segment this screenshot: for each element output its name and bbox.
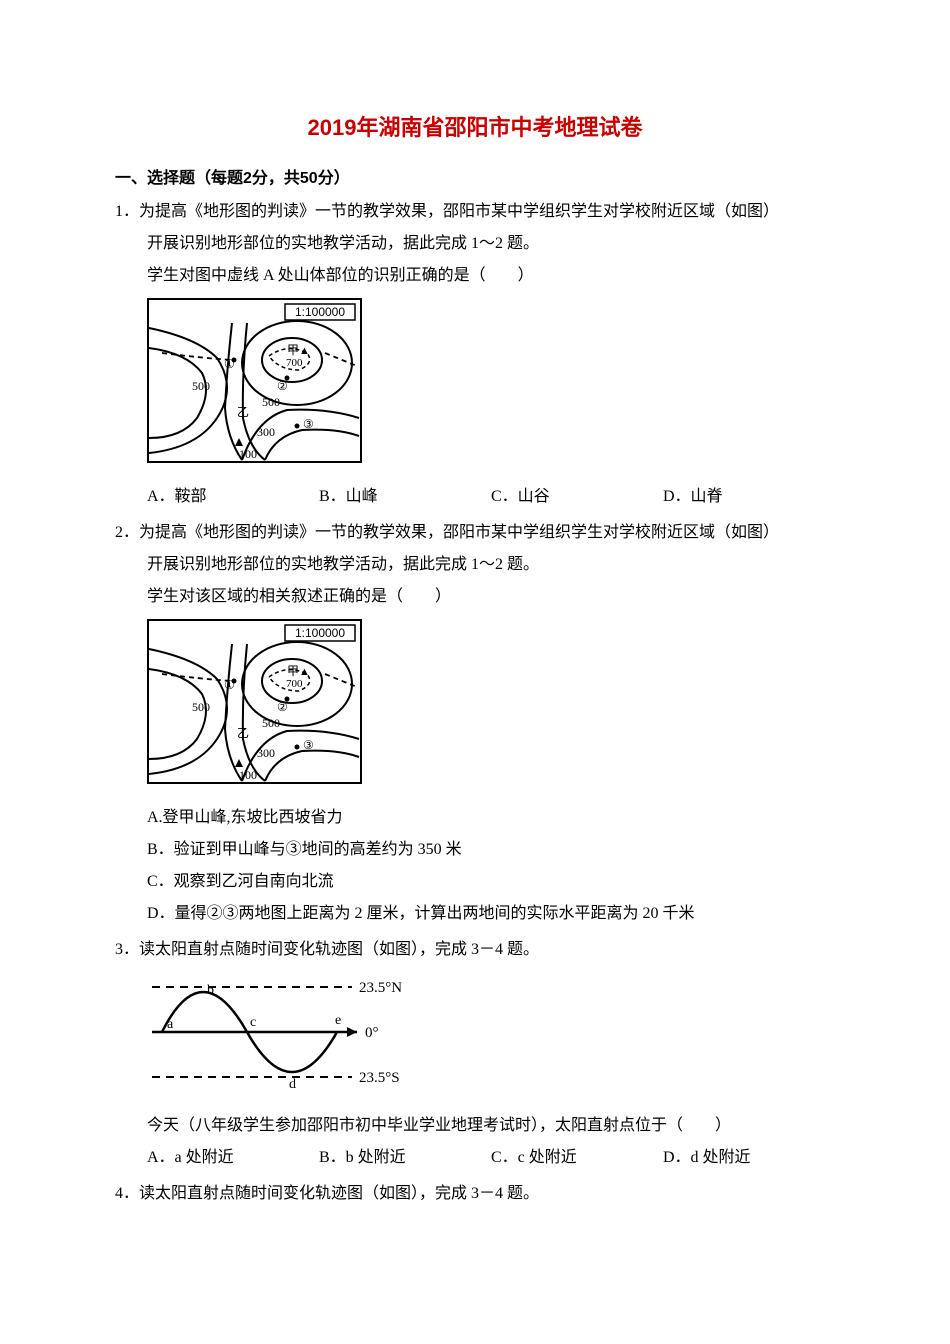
solar-diagram-svg: a b c d e 23.5°N 0° 23.5°S bbox=[147, 972, 437, 1092]
q2-opt-a: A.登甲山峰,东坡比西坡省力 bbox=[147, 802, 835, 834]
svg-text:③: ③ bbox=[303, 417, 314, 431]
exam-title: 2019年湖南省邵阳市中考地理试卷 bbox=[115, 110, 835, 142]
contour-map-figure-1: 1:100000 500 500 300 bbox=[147, 298, 835, 475]
svg-text:1:100000: 1:100000 bbox=[295, 626, 345, 640]
svg-text:700: 700 bbox=[286, 678, 303, 690]
question-2: 2．为提高《地形图的判读》一节的教学效果，邵阳市某中学组织学生对学校附近区域（如… bbox=[115, 517, 835, 930]
contour-map-svg-2: 1:100000 500 500 300 100 700 甲 ▲ bbox=[147, 619, 362, 784]
q1-line1: 1．为提高《地形图的判读》一节的教学效果，邵阳市某中学组织学生对学校附近区域（如… bbox=[115, 196, 835, 228]
q3-opt-d: D．d 处附近 bbox=[663, 1142, 835, 1174]
scale-label: 1:100000 bbox=[295, 305, 345, 319]
svg-text:①: ① bbox=[224, 357, 235, 371]
contour-map-svg: 1:100000 500 500 300 bbox=[147, 298, 362, 463]
svg-text:②: ② bbox=[277, 379, 288, 393]
q1-line2: 开展识别地形部位的实地教学活动，据此完成 1～2 题。 bbox=[115, 228, 835, 260]
q1-opt-d: D．山脊 bbox=[663, 481, 835, 513]
q2-line1: 2．为提高《地形图的判读》一节的教学效果，邵阳市某中学组织学生对学校附近区域（如… bbox=[115, 517, 835, 549]
svg-text:甲: 甲 bbox=[287, 664, 299, 678]
section-header: 一、选择题（每题2分，共50分） bbox=[115, 164, 835, 188]
svg-text:500: 500 bbox=[262, 716, 280, 730]
solar-diagram-figure: a b c d e 23.5°N 0° 23.5°S bbox=[147, 972, 835, 1104]
lat-mid: 0° bbox=[365, 1025, 379, 1041]
q3-opt-b: B．b 处附近 bbox=[319, 1142, 491, 1174]
svg-text:▲: ▲ bbox=[299, 666, 310, 678]
q1-options: A．鞍部 B．山峰 C．山谷 D．山脊 bbox=[115, 481, 835, 513]
svg-text:e: e bbox=[335, 1013, 341, 1028]
svg-text:100: 100 bbox=[239, 447, 257, 461]
svg-text:500: 500 bbox=[262, 395, 280, 409]
svg-text:①: ① bbox=[224, 678, 235, 692]
svg-text:③: ③ bbox=[303, 738, 314, 752]
q3-line2: 今天（八年级学生参加邵阳市初中毕业学业地理考试时），太阳直射点位于（ ） bbox=[115, 1110, 835, 1142]
q2-options: A.登甲山峰,东坡比西坡省力 B．验证到甲山峰与③地间的高差约为 350 米 C… bbox=[115, 802, 835, 930]
question-3: 3．读太阳直射点随时间变化轨迹图（如图），完成 3－4 题。 a b c d e… bbox=[115, 934, 835, 1174]
svg-text:100: 100 bbox=[239, 768, 257, 782]
q2-opt-c: C．观察到乙河自南向北流 bbox=[147, 866, 835, 898]
q1-opt-c: C．山谷 bbox=[491, 481, 663, 513]
svg-text:乙: 乙 bbox=[237, 405, 249, 419]
q3-line1: 3．读太阳直射点随时间变化轨迹图（如图），完成 3－4 题。 bbox=[115, 934, 835, 966]
q3-options: A．a 处附近 B．b 处附近 C．c 处附近 D．d 处附近 bbox=[115, 1142, 835, 1174]
q1-opt-b: B．山峰 bbox=[319, 481, 491, 513]
question-1: 1．为提高《地形图的判读》一节的教学效果，邵阳市某中学组织学生对学校附近区域（如… bbox=[115, 196, 835, 513]
q2-opt-d: D．量得②③两地图上距离为 2 厘米，计算出两地间的实际水平距离为 20 千米 bbox=[147, 898, 835, 930]
svg-text:a: a bbox=[167, 1017, 174, 1032]
q3-opt-a: A．a 处附近 bbox=[147, 1142, 319, 1174]
q2-line2: 开展识别地形部位的实地教学活动，据此完成 1～2 题。 bbox=[115, 549, 835, 581]
lat-top: 23.5°N bbox=[359, 980, 402, 996]
svg-text:300: 300 bbox=[257, 425, 275, 439]
svg-text:▲: ▲ bbox=[299, 345, 310, 357]
q1-opt-a: A．鞍部 bbox=[147, 481, 319, 513]
q3-opt-c: C．c 处附近 bbox=[491, 1142, 663, 1174]
q4-line1: 4．读太阳直射点随时间变化轨迹图（如图），完成 3－4 题。 bbox=[115, 1178, 835, 1210]
svg-text:乙: 乙 bbox=[237, 726, 249, 740]
svg-text:b: b bbox=[207, 983, 214, 998]
svg-text:d: d bbox=[289, 1077, 296, 1092]
svg-text:c: c bbox=[250, 1015, 256, 1030]
contour-map-figure-2: 1:100000 500 500 300 100 700 甲 ▲ bbox=[147, 619, 835, 796]
svg-text:300: 300 bbox=[257, 746, 275, 760]
q2-opt-b: B．验证到甲山峰与③地间的高差约为 350 米 bbox=[147, 834, 835, 866]
svg-text:②: ② bbox=[277, 700, 288, 714]
svg-text:500: 500 bbox=[192, 379, 210, 393]
question-4: 4．读太阳直射点随时间变化轨迹图（如图），完成 3－4 题。 bbox=[115, 1178, 835, 1210]
exam-page: 2019年湖南省邵阳市中考地理试卷 一、选择题（每题2分，共50分） 1．为提高… bbox=[0, 0, 950, 1254]
q2-line3: 学生对该区域的相关叙述正确的是（ ） bbox=[115, 581, 835, 613]
q1-line3: 学生对图中虚线 A 处山体部位的识别正确的是（ ） bbox=[115, 260, 835, 292]
svg-text:500: 500 bbox=[192, 700, 210, 714]
lat-bot: 23.5°S bbox=[359, 1070, 400, 1086]
svg-text:700: 700 bbox=[286, 357, 303, 369]
svg-text:甲: 甲 bbox=[287, 343, 299, 357]
